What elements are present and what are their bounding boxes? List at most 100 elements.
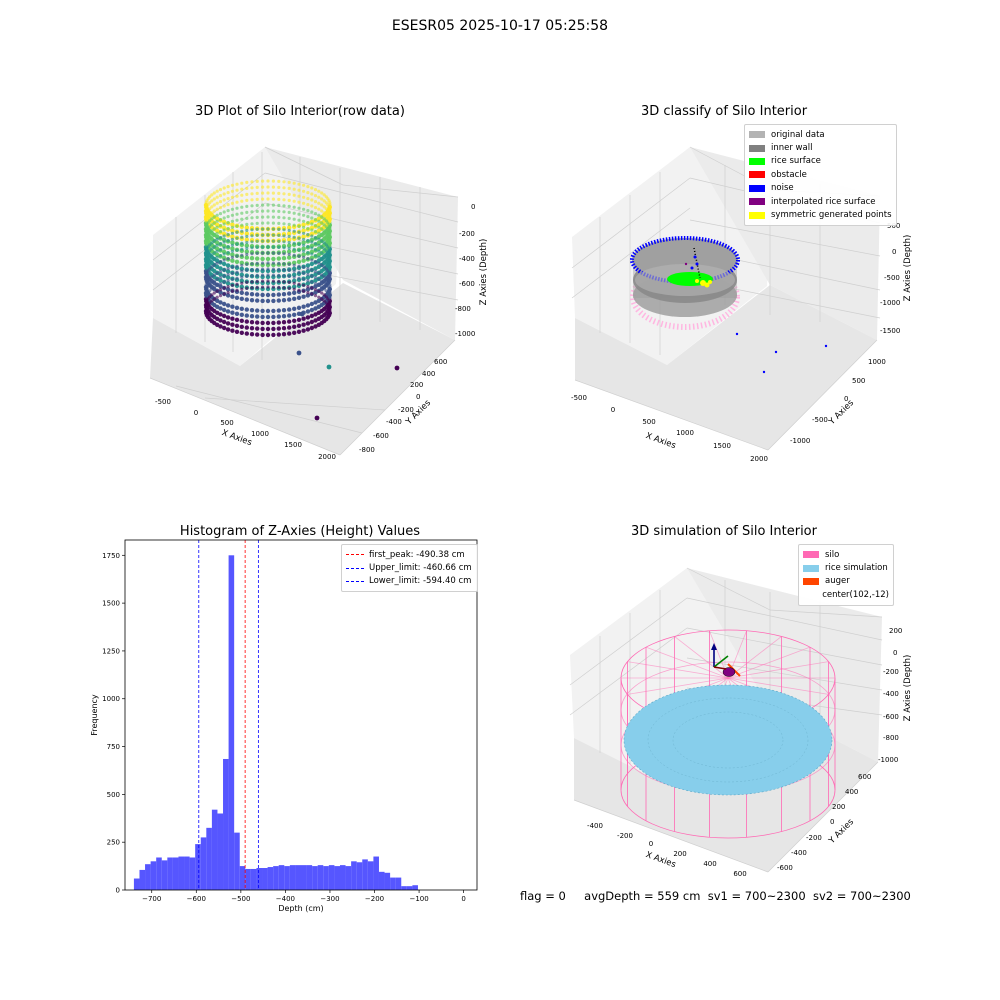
x-tick-label: -500 — [571, 394, 587, 402]
panel2-title: 3D classify of Silo Interior — [640, 104, 808, 119]
z-tick-label: -600 — [459, 280, 475, 288]
histogram-bar — [145, 864, 151, 890]
z-tick-label: -1500 — [880, 327, 900, 335]
x-tick-label: −100 — [409, 895, 428, 903]
histogram-bar — [339, 865, 346, 890]
histogram-bar — [373, 856, 379, 890]
simulation-legend: silo rice simulation auger center(102,-1… — [798, 544, 894, 606]
y-tick-label: -400 — [791, 849, 807, 857]
z-tick-label: -800 — [455, 305, 471, 313]
histogram-bar — [167, 857, 173, 890]
x-tick-label: 2000 — [750, 455, 768, 463]
z-tick-label: 0 — [471, 203, 475, 211]
z-tick-label: -1000 — [455, 330, 475, 338]
y-tick-label: 750 — [107, 743, 120, 751]
histogram-bar — [412, 885, 418, 890]
histogram-bar — [172, 857, 179, 890]
histogram-bar — [250, 868, 257, 890]
z-tick-label: 0 — [892, 248, 896, 256]
silo-wall-points — [203, 179, 332, 338]
legend-item: obstacle — [749, 168, 892, 181]
x-axis-label: X Axies — [220, 428, 253, 448]
x-tick-label: -500 — [155, 398, 171, 406]
legend-item: noise — [749, 182, 892, 195]
x-tick-label: 0 — [461, 895, 465, 903]
y-tick-label: -400 — [386, 418, 402, 426]
legend-item: rice simulation — [803, 561, 889, 574]
silo-classified-points — [630, 236, 740, 330]
z-axis-label: Z Axies (Depth) — [479, 239, 489, 306]
histogram-bar — [234, 832, 240, 890]
z-axis-label: Z Axies (Depth) — [903, 235, 913, 302]
z-tick-label: -1000 — [880, 299, 900, 307]
y-tick-label: 0 — [830, 818, 834, 826]
x-tick-label: 1000 — [676, 429, 694, 437]
y-tick-label: -500 — [812, 416, 828, 424]
histogram-bar — [273, 866, 279, 890]
z-tick-label: 200 — [889, 627, 902, 635]
histogram-bar — [206, 827, 212, 890]
plot-frame — [124, 539, 478, 891]
histogram-bar — [189, 857, 196, 890]
histogram-bar — [150, 861, 157, 890]
status-avg-depth: avgDepth = 559 cm — [584, 889, 701, 903]
legend-item: Upper_limit: -460.66 cm — [346, 561, 473, 574]
simulation-3d-plot: -400 -200 0 200 400 600 -600 -400 -200 0… — [569, 567, 913, 878]
x-tick-label: -400 — [587, 822, 603, 830]
histogram-bar — [178, 856, 185, 890]
status-line: flag = 0 avgDepth = 559 cm sv1 = 700~230… — [520, 889, 911, 903]
y-tick-label: 400 — [845, 788, 858, 796]
x-tick-label: 1500 — [284, 441, 302, 449]
x-tick-label: −300 — [320, 895, 339, 903]
panel3-title: Histogram of Z-Axies (Height) Values — [179, 524, 421, 539]
legend-item: auger — [803, 575, 889, 588]
histogram-plot: −700 −600 −500 −400 −300 −200 −100 0 0 250 500 750… — [90, 539, 478, 913]
x-tick-label: −700 — [142, 895, 161, 903]
z-tick-label: -1000 — [878, 756, 898, 764]
histogram-bar — [278, 865, 285, 890]
histogram-bar — [328, 865, 335, 890]
histogram-bar — [133, 878, 140, 890]
x-tick-label: 0 — [611, 406, 615, 414]
x-axis-label: Depth (cm) — [278, 904, 323, 913]
y-tick-label: 600 — [434, 358, 447, 366]
histogram-bar — [306, 865, 313, 890]
histogram-bar — [362, 859, 368, 890]
y-tick-label: -600 — [373, 432, 389, 440]
histogram-bar — [317, 865, 324, 890]
status-flag: flag = 0 — [520, 889, 566, 903]
histogram-bar — [295, 865, 301, 890]
histogram-bar — [284, 866, 290, 890]
y-tick-label: 1250 — [102, 647, 120, 655]
histogram-bar — [323, 866, 329, 890]
legend-item: first_peak: -490.38 cm — [346, 548, 473, 561]
histogram-bar — [390, 877, 396, 890]
x-tick-label: −600 — [187, 895, 206, 903]
histogram-bar — [223, 758, 229, 890]
histogram-bar — [345, 866, 352, 890]
y-tick-label: 200 — [410, 381, 423, 389]
legend-item: symmetric generated points — [749, 208, 892, 221]
y-tick-label: 1500 — [102, 600, 120, 608]
z-tick-label: -200 — [459, 230, 475, 238]
legend-item: Lower_limit: -594.40 cm — [346, 575, 473, 588]
z-tick-label: -400 — [459, 255, 475, 263]
histogram-bar — [289, 865, 296, 890]
histogram-bar — [406, 886, 413, 890]
auger — [711, 643, 741, 677]
x-ticks: −700 −600 −500 −400 −300 −200 −100 0 — [142, 890, 466, 903]
histogram-bar — [267, 867, 274, 890]
histogram-bar — [356, 862, 363, 890]
reference-lines — [198, 540, 259, 890]
histogram-bar — [378, 871, 385, 890]
z-tick-label: -200 — [883, 668, 899, 676]
z-tick-label: -600 — [883, 713, 899, 721]
x-tick-label: −500 — [231, 895, 250, 903]
y-tick-label: 1750 — [102, 552, 120, 560]
z-tick-label: -400 — [883, 690, 899, 698]
y-tick-label: -200 — [806, 834, 822, 842]
y-tick-label: 600 — [858, 773, 871, 781]
x-tick-label: 1500 — [713, 442, 731, 450]
y-axis-label: Frequency — [90, 694, 99, 736]
y-tick-label: -200 — [398, 406, 414, 414]
